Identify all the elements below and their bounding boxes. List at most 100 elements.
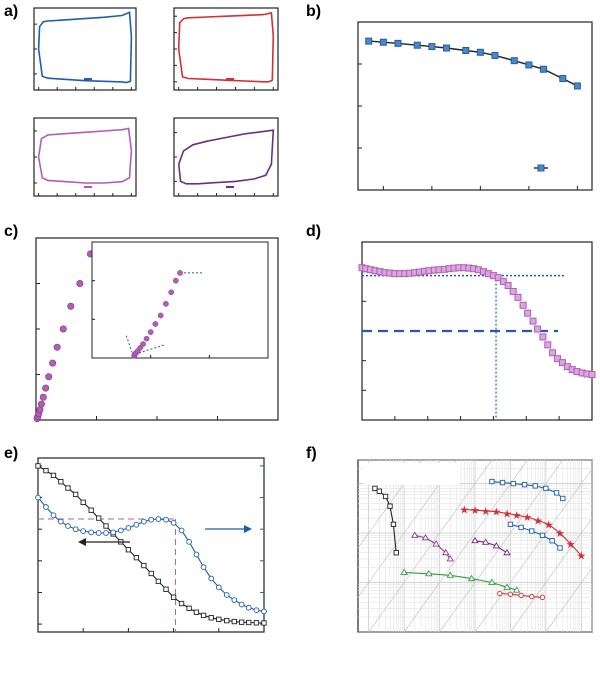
data-point <box>49 359 57 367</box>
cv-imag-line <box>37 497 265 612</box>
cv-real-marker <box>253 620 260 626</box>
panel-e: e) <box>4 445 267 633</box>
cv-imag-marker <box>148 516 155 523</box>
plot-frame <box>357 21 593 191</box>
series-marker <box>518 524 524 531</box>
series-marker <box>432 540 440 547</box>
series-marker <box>425 569 433 577</box>
arrow-right-head <box>244 525 252 533</box>
plot-frame <box>37 457 265 633</box>
series-marker <box>489 478 495 485</box>
cv-real-marker <box>246 619 252 626</box>
series-marker <box>521 482 528 488</box>
cv-imag-marker <box>65 523 71 529</box>
cv-real-marker <box>88 507 94 513</box>
data-marker <box>549 349 557 357</box>
panel-d-label: d) <box>306 223 321 240</box>
legend-marker <box>537 164 545 172</box>
series-line-5 <box>474 540 508 554</box>
cv-imag-marker <box>231 597 238 603</box>
cv-imag-marker <box>193 551 200 558</box>
cv-real-marker <box>125 547 132 553</box>
data-marker <box>539 65 547 73</box>
panel-b-label: b) <box>306 3 321 20</box>
cv-real-marker <box>133 555 140 561</box>
data-marker <box>553 355 561 363</box>
cv-real-marker <box>208 615 214 621</box>
data-point <box>36 406 44 414</box>
cv-imag-marker <box>88 529 95 536</box>
inset-data-point <box>152 321 159 327</box>
time-constant-line <box>545 567 593 633</box>
cv-imag-marker <box>155 516 162 522</box>
data-marker <box>499 278 507 286</box>
data-marker <box>462 46 470 54</box>
data-marker <box>494 274 502 282</box>
data-marker <box>491 51 499 59</box>
cv-real-marker <box>50 472 57 479</box>
cv-real-marker <box>224 617 230 624</box>
cv-imag-marker <box>178 527 185 534</box>
series-line-3 <box>464 508 582 556</box>
series-marker <box>539 594 546 601</box>
inset-data-point <box>168 289 175 296</box>
series-marker <box>481 538 490 545</box>
cv-imag-marker <box>43 504 49 510</box>
panel-e-label: e) <box>4 445 18 462</box>
series-marker: ★ <box>491 507 501 519</box>
cv-imag-marker <box>125 525 132 531</box>
cv-curve-3 <box>37 127 133 184</box>
time-constant-line <box>403 459 528 633</box>
cv-subplot-3 <box>33 117 137 197</box>
data-marker <box>476 48 484 56</box>
inset-data-point <box>147 329 154 335</box>
cv-imag-marker <box>141 518 147 525</box>
series-marker: ★ <box>470 505 480 517</box>
series-marker <box>467 574 476 582</box>
data-marker <box>394 39 402 47</box>
data-marker <box>588 371 596 379</box>
data-marker <box>428 43 436 51</box>
data-marker <box>504 282 512 290</box>
data-marker <box>544 341 552 349</box>
cv-imag-marker <box>208 575 215 582</box>
cv-real-marker <box>163 586 169 592</box>
inset-data-point <box>163 301 169 307</box>
cv-imag-marker <box>238 601 245 608</box>
annotation-leader <box>138 344 165 354</box>
cv-real-marker <box>193 609 200 615</box>
data-point <box>42 384 50 392</box>
cv-imag-marker <box>110 529 117 536</box>
cv-imag-marker <box>50 512 57 519</box>
cv-line <box>368 40 578 87</box>
cv-subplot-1 <box>33 7 137 91</box>
data-marker <box>365 37 373 45</box>
series-marker: ★ <box>512 510 522 522</box>
cv-imag-marker <box>163 516 169 523</box>
cv-plot-frame <box>173 7 279 91</box>
series-marker <box>557 545 563 551</box>
series-marker: ★ <box>502 508 512 520</box>
cv-imag-marker <box>35 494 41 501</box>
series-marker <box>488 578 496 585</box>
cv-imag-marker <box>223 592 230 598</box>
cv-imag-marker <box>80 528 87 534</box>
data-point <box>67 302 75 310</box>
series-marker <box>446 571 455 578</box>
series-marker <box>532 483 538 489</box>
panel-a: a) <box>4 3 279 197</box>
data-marker <box>379 38 387 46</box>
cv-real-marker <box>103 523 109 529</box>
annotation-leader <box>125 335 133 353</box>
data-marker <box>525 61 533 69</box>
arrow-left-head <box>78 538 86 546</box>
cv-real-marker <box>155 578 162 585</box>
cv-real-marker <box>216 616 222 622</box>
cv-imag-marker <box>57 518 64 525</box>
time-constant-line <box>368 459 493 633</box>
cv-real-marker <box>200 612 207 619</box>
series-marker <box>507 521 514 528</box>
inset-data-point <box>157 312 164 319</box>
data-marker <box>514 293 522 301</box>
cv-imag-marker <box>117 527 124 534</box>
